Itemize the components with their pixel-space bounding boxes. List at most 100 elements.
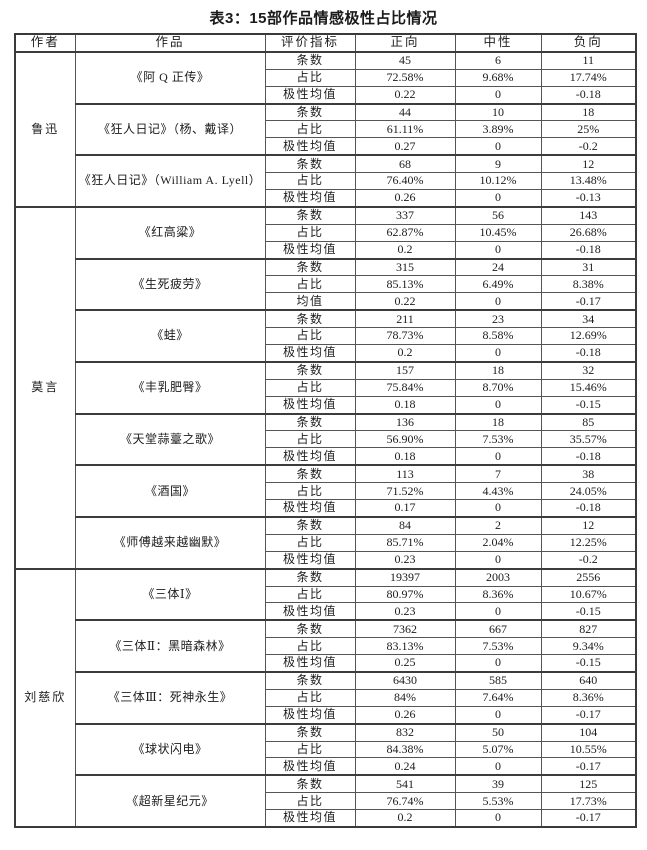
value-cell: 0 [454, 344, 542, 363]
value-cell: 640 [540, 670, 637, 690]
metric-label-cell: 极性均值 [264, 654, 356, 673]
value-cell: 4.43% [454, 482, 542, 501]
value-cell: 17.73% [540, 792, 637, 811]
value-cell: 157 [354, 360, 456, 380]
value-cell: 61.11% [354, 120, 456, 139]
value-cell: 56 [454, 205, 542, 225]
header-neutral: 中性 [454, 33, 542, 53]
table-body: 鲁迅 《阿 Q 正传》 条数 45 6 11 占比 72.58% 9.68% 17.74% 极性均值… [14, 50, 637, 828]
value-cell: 13.48% [540, 172, 637, 191]
value-cell: 31 [540, 257, 637, 277]
table-row: 极性均值 0.23 0 -0.15 [15, 602, 637, 621]
value-cell: 84.38% [354, 740, 456, 759]
table-row: 《球状闪电》 条数 832 50 104 [15, 722, 637, 776]
metric-label-cell: 条数 [264, 102, 356, 122]
table-row: 《丰乳肥臀》 条数 157 18 32 [15, 360, 637, 415]
value-cell: 2556 [540, 567, 637, 587]
value-cell: 78.73% [354, 327, 456, 346]
value-cell: 0.23 [354, 550, 456, 570]
metric-label-cell: 占比 [264, 120, 356, 139]
header-work: 作品 [74, 33, 266, 53]
value-cell: -0.13 [540, 189, 637, 208]
value-cell: 827 [540, 619, 637, 639]
metric-label-cell: 占比 [264, 637, 356, 656]
metric-label-cell: 极性均值 [264, 395, 356, 415]
table-row: 《师傅越来越幽默》 条数 84 2 12 [15, 515, 637, 570]
value-cell: 832 [354, 722, 456, 742]
value-cell: 7362 [354, 619, 456, 639]
table-row: 占比 56.90% 7.53% 35.57% [15, 430, 637, 449]
value-cell: 35.57% [540, 430, 637, 449]
table-row: 《狂人日记》（William A. Lyell） 条数 68 9 12 [15, 154, 637, 208]
table-row: 《酒国》 条数 113 7 38 [15, 464, 637, 518]
work-title-cell: 《三体Ⅲ：死神永生》 [74, 670, 266, 725]
table-row: 极性均值 0.26 0 -0.13 [15, 189, 637, 208]
value-cell: 3.89% [454, 120, 542, 139]
value-cell: 2 [454, 515, 542, 535]
value-cell: 7.53% [454, 637, 542, 656]
value-cell: 0 [454, 395, 542, 415]
value-cell: 71.52% [354, 482, 456, 501]
metric-label-cell: 极性均值 [264, 189, 356, 208]
value-cell: -0.18 [540, 240, 637, 260]
value-cell: 10.67% [540, 585, 637, 604]
value-cell: 76.74% [354, 792, 456, 811]
value-cell: 12 [540, 515, 637, 535]
metric-label-cell: 极性均值 [264, 550, 356, 570]
value-cell: 10.55% [540, 740, 637, 759]
metric-label-cell: 条数 [264, 567, 356, 587]
metric-label-cell: 条数 [264, 360, 356, 380]
value-cell: 0.2 [354, 240, 456, 260]
value-cell: 7 [454, 464, 542, 484]
work-title-cell: 《丰乳肥臀》 [74, 360, 266, 415]
table-row: 占比 85.71% 2.04% 12.25% [15, 533, 637, 552]
metric-label-cell: 条数 [264, 515, 356, 535]
value-cell: 85 [540, 412, 637, 432]
table-row: 占比 62.87% 10.45% 26.68% [15, 223, 637, 242]
work-title-cell: 《生死疲劳》 [74, 257, 266, 311]
value-cell: 6430 [354, 670, 456, 690]
metric-label-cell: 条数 [264, 722, 356, 742]
header-metric: 评价指标 [264, 33, 356, 53]
value-cell: 0.26 [354, 705, 456, 725]
value-cell: 18 [540, 102, 637, 122]
value-cell: 75.84% [354, 378, 456, 397]
value-cell: -0.18 [540, 85, 637, 105]
value-cell: 12.69% [540, 327, 637, 346]
value-cell: 0.18 [354, 395, 456, 415]
value-cell: 15.46% [540, 378, 637, 397]
value-cell: -0.17 [540, 757, 637, 776]
value-cell: 2003 [454, 567, 542, 587]
value-cell: 7.53% [454, 430, 542, 449]
work-title-cell: 《红高粱》 [74, 205, 266, 260]
value-cell: 0.26 [354, 189, 456, 208]
metric-label-cell: 占比 [264, 585, 356, 604]
metric-label-cell: 占比 [264, 172, 356, 191]
value-cell: 8.36% [454, 585, 542, 604]
value-cell: 6.49% [454, 275, 542, 294]
metric-label-cell: 占比 [264, 327, 356, 346]
metric-label-cell: 极性均值 [264, 344, 356, 363]
table-caption: 表3：15部作品情感极性占比情况 [209, 10, 438, 27]
sentiment-polarity-table: 作者 作品 评价指标 正向 中性 负向 鲁迅 《阿 Q 正传》 条数 45 6 11 占比 7… [14, 33, 637, 828]
value-cell: 44 [354, 102, 456, 122]
metric-label-cell: 极性均值 [264, 447, 356, 466]
table-row: 莫言 《红高粱》 条数 337 56 143 [14, 205, 637, 570]
value-cell: 72.58% [354, 68, 456, 87]
value-cell: 9 [454, 154, 542, 174]
value-cell: -0.2 [540, 137, 637, 156]
value-cell: 0.17 [354, 499, 456, 518]
table-row: 鲁迅 《阿 Q 正传》 条数 45 6 11 [14, 50, 637, 208]
header-author: 作者 [14, 33, 76, 53]
table-row: 占比 76.40% 10.12% 13.48% [15, 172, 637, 191]
metric-label-cell: 占比 [264, 223, 356, 242]
value-cell: 34 [540, 309, 637, 329]
work-title-cell: 《狂人日记》（杨、戴译） [74, 102, 266, 156]
value-cell: 136 [354, 412, 456, 432]
metric-label-cell: 条数 [264, 257, 356, 277]
value-cell: 541 [354, 774, 456, 794]
value-cell: 0 [454, 137, 542, 156]
value-cell: 12.25% [540, 533, 637, 552]
metric-label-cell: 极性均值 [264, 137, 356, 156]
value-cell: 315 [354, 257, 456, 277]
